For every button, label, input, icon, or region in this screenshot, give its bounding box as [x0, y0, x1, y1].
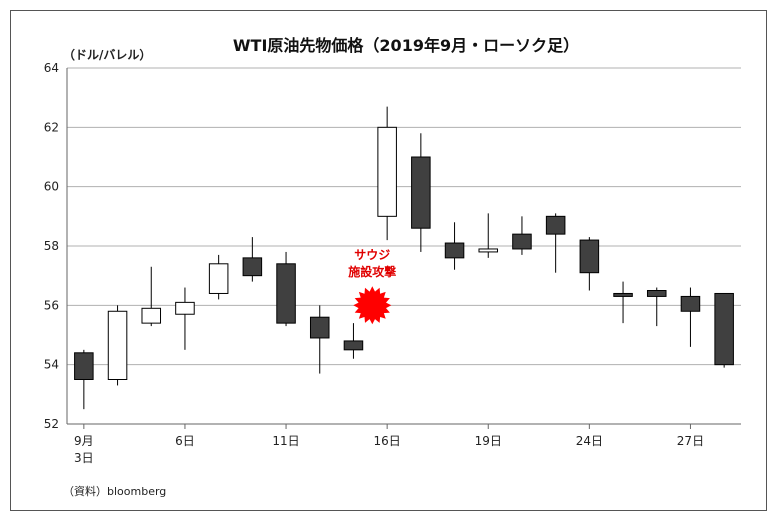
gridlines [66, 67, 741, 425]
candle-body [141, 307, 162, 324]
candle [680, 287, 701, 347]
candle-body [242, 257, 263, 277]
y-tick-label: 56 [44, 298, 59, 312]
candle [444, 222, 465, 270]
candle [74, 349, 94, 410]
candle [107, 305, 128, 386]
candlestick-chart: WTI原油先物価格（2019年9月・ローソク足） （ドル/バレル） 52 54 56… [44, 36, 741, 498]
candle [242, 237, 263, 282]
x-tick-label: 19日 [475, 434, 502, 448]
explosion-icon [353, 286, 392, 325]
x-tick-label: 24日 [576, 434, 603, 448]
candle [579, 237, 600, 291]
y-tick-label: 54 [44, 358, 59, 372]
annotation-line1: サウジ [354, 248, 390, 262]
chart-title: WTI原油先物価格（2019年9月・ローソク足） [233, 36, 579, 55]
candle-body [613, 292, 633, 297]
candle [276, 251, 296, 327]
candle-body [309, 316, 330, 339]
x-tick-label: 9月 [74, 434, 94, 448]
candle [309, 305, 330, 374]
candle [478, 213, 499, 258]
candle-body [545, 215, 566, 235]
y-tick-label: 58 [44, 239, 59, 253]
x-tick-sublabel: 3日 [74, 451, 94, 465]
candle-body [478, 248, 499, 253]
candle [613, 281, 633, 324]
y-axis-label: （ドル/バレル） [63, 47, 151, 62]
candle-body [579, 239, 600, 274]
candle [545, 213, 566, 273]
x-axis-ticks: 9月 3日 6日 11日 16日 19日 24日 27日 [74, 424, 704, 465]
candle-body [175, 301, 195, 315]
event-annotation: サウジ 施設攻撃 [348, 248, 396, 325]
candle-body [208, 263, 229, 294]
candle-body [714, 292, 734, 366]
candle [208, 254, 229, 300]
candle-body [377, 126, 397, 217]
y-tick-label: 64 [44, 61, 59, 75]
candle-body [444, 242, 465, 259]
y-axis-ticks: 52 54 56 58 60 62 64 [44, 61, 59, 431]
annotation-line2: 施設攻撃 [348, 264, 396, 279]
candle [714, 292, 734, 368]
candle-body [107, 310, 128, 380]
candle [343, 323, 364, 359]
candle-body [680, 295, 701, 312]
candle-body [276, 263, 296, 324]
y-tick-label: 62 [44, 120, 59, 134]
x-tick-label: 27日 [677, 434, 704, 448]
x-tick-label: 11日 [272, 434, 299, 448]
x-tick-label: 6日 [175, 434, 195, 448]
y-tick-label: 60 [44, 180, 59, 194]
candle-body [512, 233, 532, 250]
candle [512, 216, 532, 255]
candle-body [411, 156, 431, 229]
candle-body [646, 290, 667, 297]
candle-body [74, 352, 94, 380]
candle [175, 287, 195, 350]
candle [646, 287, 667, 327]
chart-frame: WTI原油先物価格（2019年9月・ローソク足） （ドル/バレル） 52 54 56… [10, 10, 767, 511]
source-note: （資料）bloomberg [63, 484, 166, 498]
candle [141, 266, 162, 327]
candle [377, 106, 397, 241]
x-tick-label: 16日 [374, 434, 401, 448]
candle-body [343, 340, 364, 351]
candles [74, 106, 734, 410]
y-tick-label: 52 [44, 417, 59, 431]
candle [411, 133, 431, 252]
